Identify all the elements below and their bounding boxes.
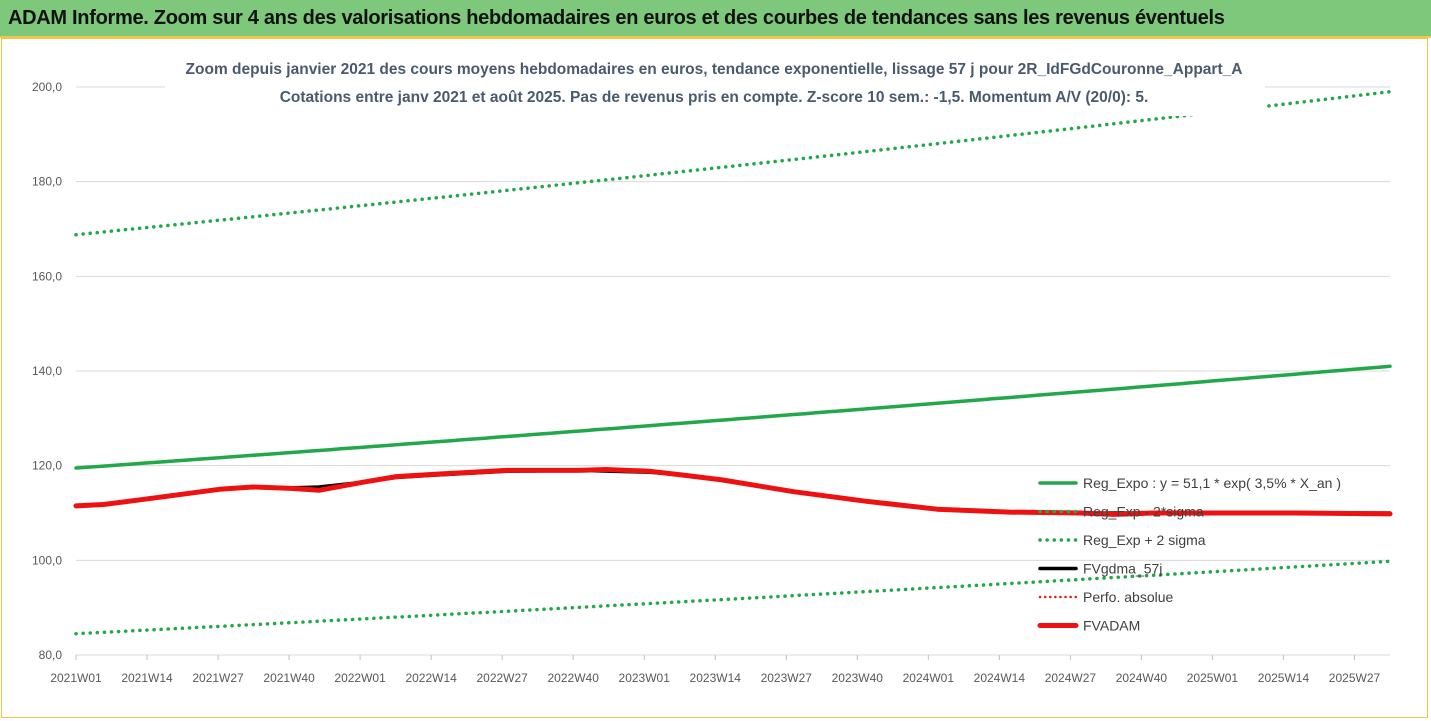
x-tick-label: 2022W14 — [405, 671, 457, 685]
y-tick-label: 80,0 — [39, 648, 63, 662]
x-tick-label: 2025W27 — [1329, 671, 1381, 685]
x-tick-label: 2023W01 — [619, 671, 671, 685]
chart-frame — [1, 38, 1428, 718]
x-tick-label: 2021W01 — [50, 671, 102, 685]
x-tick-label: 2024W40 — [1116, 671, 1168, 685]
x-tick-label: 2025W01 — [1187, 671, 1239, 685]
y-tick-label: 140,0 — [32, 364, 62, 378]
chart-titles: Zoom depuis janvier 2021 des cours moyen… — [165, 54, 1265, 116]
legend-label: FVADAM — [1083, 618, 1140, 634]
y-tick-label: 120,0 — [32, 459, 62, 473]
chart-subtitle: Cotations entre janv 2021 et août 2025. … — [280, 89, 1149, 106]
x-tick-label: 2024W01 — [903, 671, 955, 685]
y-tick-label: 100,0 — [32, 553, 62, 567]
y-tick-label: 200,0 — [32, 80, 62, 94]
series-lines — [73, 89, 1393, 636]
grid-lines — [76, 86, 1390, 656]
x-tick-label: 2021W40 — [263, 671, 315, 685]
x-axis-ticks: 2021W01 2021W14 2021W27 2021W40 2022W01 2022W… — [50, 655, 1380, 685]
x-tick-label: 2023W14 — [690, 671, 742, 685]
series-fvadam — [73, 467, 1393, 517]
legend-label: Perfo. absolue — [1083, 589, 1173, 605]
x-tick-label: 2024W14 — [974, 671, 1026, 685]
legend-label: Reg_Exp + 2 sigma — [1083, 532, 1206, 548]
y-tick-label: 160,0 — [32, 269, 62, 283]
y-axis-ticks: 80,0 100,0 120,0 140,0 160,0 180,0 200,0 — [32, 80, 62, 662]
x-tick-label: 2021W14 — [121, 671, 173, 685]
x-tick-label: 2022W01 — [334, 671, 386, 685]
x-tick-label: 2025W14 — [1258, 671, 1310, 685]
title-background — [165, 54, 1265, 116]
report-banner: ADAM Informe. Zoom sur 4 ans des valoris… — [0, 0, 1431, 38]
x-tick-label: 2023W27 — [761, 671, 813, 685]
x-tick-label: 2022W40 — [548, 671, 600, 685]
legend-label: FVgdma_57j — [1083, 561, 1162, 577]
series-reg-expo-y-51-1-exp-3-5-x-an — [74, 364, 1392, 470]
x-tick-label: 2023W40 — [832, 671, 884, 685]
legend-label: Reg_Exp - 2*sigma — [1083, 504, 1204, 520]
legend: Reg_Expo : y = 51,1 * exp( 3,5% * X_an )… — [1037, 475, 1341, 634]
series-reg-exp-2-sigma — [74, 89, 1392, 237]
x-tick-label: 2021W27 — [192, 671, 244, 685]
legend-label: Reg_Expo : y = 51,1 * exp( 3,5% * X_an ) — [1083, 475, 1341, 491]
chart-title: Zoom depuis janvier 2021 des cours moyen… — [186, 61, 1243, 78]
series-reg-exp-2-sigma — [74, 559, 1392, 636]
y-tick-label: 180,0 — [32, 175, 62, 189]
x-tick-label: 2024W27 — [1045, 671, 1097, 685]
report-banner-title: ADAM Informe. Zoom sur 4 ans des valoris… — [8, 7, 1225, 29]
x-tick-label: 2022W27 — [476, 671, 528, 685]
